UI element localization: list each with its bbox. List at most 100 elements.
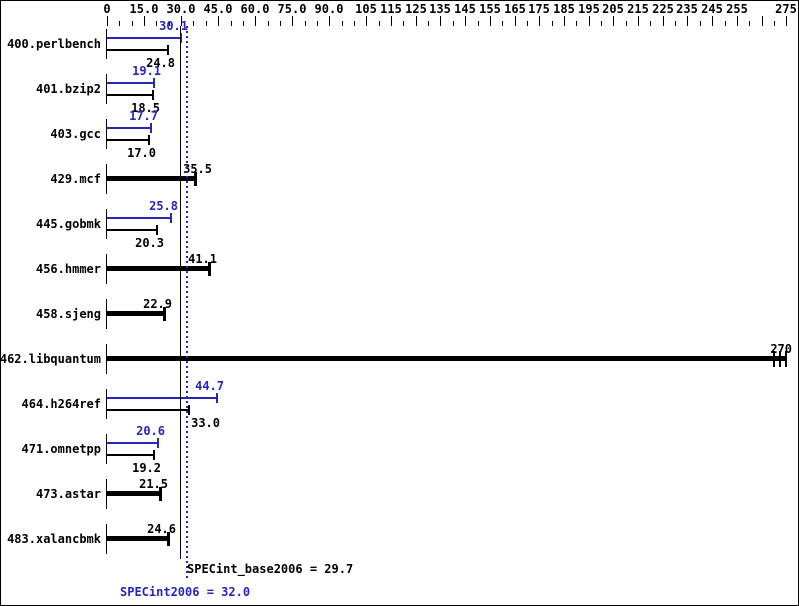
axis-minor-tick — [453, 21, 454, 26]
peak-bar-endcap — [180, 33, 182, 43]
base-bar-endcap — [167, 532, 170, 546]
axis-tick-label: 215 — [627, 2, 649, 16]
axis-major-tick — [737, 16, 738, 26]
axis-major-tick — [638, 16, 639, 26]
peak-value-label: 25.8 — [149, 199, 178, 213]
base-value-label: 18.5 — [131, 101, 160, 115]
axis-tick-label: 0 — [103, 2, 111, 16]
axis-major-tick — [762, 16, 763, 26]
axis-tick-label: 60.0 — [240, 2, 270, 16]
row-axis-tick — [106, 389, 107, 419]
peak-bar-endcap — [150, 123, 152, 133]
axis-major-tick — [663, 16, 664, 26]
axis-tick-label: 205 — [602, 2, 624, 16]
axis-major-tick — [564, 16, 565, 26]
row-axis-tick — [106, 164, 107, 194]
base-bar-endcap — [188, 405, 190, 415]
axis-minor-tick — [675, 21, 676, 26]
axis-tick-label: 115 — [380, 2, 402, 16]
axis-minor-tick — [774, 21, 775, 26]
axis-tick-label: 30.0 — [166, 2, 196, 16]
axis-major-tick — [255, 16, 256, 26]
benchmark-label: 464.h264ref — [21, 397, 101, 411]
row-axis-tick — [106, 344, 107, 374]
axis-tick-label: 155 — [479, 2, 501, 16]
axis-major-tick — [218, 16, 219, 26]
base-bar-endcap — [194, 172, 197, 186]
axis-minor-tick — [169, 21, 170, 26]
axis-tick-label: 145 — [454, 2, 476, 16]
axis-tick-label: 125 — [405, 2, 427, 16]
axis-minor-tick — [156, 21, 157, 26]
axis-tick-label: 105 — [355, 2, 377, 16]
axis-minor-tick — [725, 21, 726, 26]
base-bar-endcap — [153, 450, 155, 460]
axis-tick-label: 185 — [553, 2, 575, 16]
axis-tick-label: 135 — [429, 2, 451, 16]
specint-base2006-summary: SPECint_base2006 = 29.7 — [187, 562, 354, 576]
axis-minor-tick — [576, 21, 577, 26]
axis-minor-tick — [268, 21, 269, 26]
peak-bar — [107, 442, 158, 444]
peak-value-label: 19.1 — [132, 64, 161, 78]
row-axis-tick — [106, 299, 107, 329]
peak-value-label: 17.7 — [129, 109, 158, 123]
peak-value-label: 44.7 — [195, 379, 224, 393]
axis-minor-tick — [342, 21, 343, 26]
axis-major-tick — [490, 16, 491, 26]
axis-major-tick — [366, 16, 367, 26]
peak-bar — [107, 127, 151, 129]
row-axis-tick — [106, 119, 107, 149]
base-value-label: 24.6 — [147, 522, 176, 536]
axis-minor-tick — [119, 21, 120, 26]
base-value-label: 24.8 — [146, 56, 175, 70]
axis-minor-tick — [280, 21, 281, 26]
peak-bar-endcap — [216, 393, 218, 403]
peak-bar-endcap — [170, 213, 172, 223]
axis-minor-tick — [527, 21, 528, 26]
axis-tick-label: 45.0 — [203, 2, 233, 16]
peak-value-label: 20.6 — [136, 424, 165, 438]
base-bar-endcap — [148, 135, 150, 145]
axis-tick-label: 175 — [528, 2, 550, 16]
axis-minor-tick — [206, 21, 207, 26]
peak-bar — [107, 217, 171, 219]
axis-minor-tick — [132, 21, 133, 26]
peak-bar — [107, 397, 217, 399]
benchmark-label: 483.xalancbmk — [7, 532, 101, 546]
row-axis-tick — [106, 254, 107, 284]
axis-minor-tick — [193, 21, 194, 26]
base-bar — [107, 454, 154, 456]
row-axis-tick — [106, 524, 107, 554]
clipped-end-hash — [779, 351, 781, 367]
axis-major-tick — [440, 16, 441, 26]
axis-minor-tick — [626, 21, 627, 26]
specint2006-summary: SPECint2006 = 32.0 — [120, 585, 251, 599]
base-bar-endcap — [152, 90, 154, 100]
axis-major-tick — [391, 16, 392, 26]
base-bar-endcap — [156, 225, 158, 235]
base-value-label: 41.1 — [188, 252, 217, 266]
axis-major-tick — [786, 16, 787, 26]
row-axis-tick — [106, 479, 107, 509]
axis-minor-tick — [305, 21, 306, 26]
axis-major-tick — [589, 16, 590, 26]
axis-major-tick — [712, 16, 713, 26]
base-bar — [107, 409, 189, 411]
axis-tick-label: 235 — [676, 2, 698, 16]
base-bar — [107, 49, 168, 51]
benchmark-label: 456.hmmer — [35, 262, 101, 276]
base-value-label: 35.5 — [183, 162, 212, 176]
axis-tick-label: 255 — [726, 2, 748, 16]
base-bar-endcap — [167, 45, 169, 55]
benchmark-label: 473.astar — [35, 487, 101, 501]
axis-minor-tick — [354, 21, 355, 26]
base-bar — [107, 356, 786, 361]
base-bar — [107, 176, 195, 181]
peak-bar — [107, 37, 181, 39]
axis-minor-tick — [650, 21, 651, 26]
axis-minor-tick — [601, 21, 602, 26]
axis-minor-tick — [700, 21, 701, 26]
axis-tick-label: 225 — [652, 2, 674, 16]
base-bar-endcap — [208, 262, 211, 276]
